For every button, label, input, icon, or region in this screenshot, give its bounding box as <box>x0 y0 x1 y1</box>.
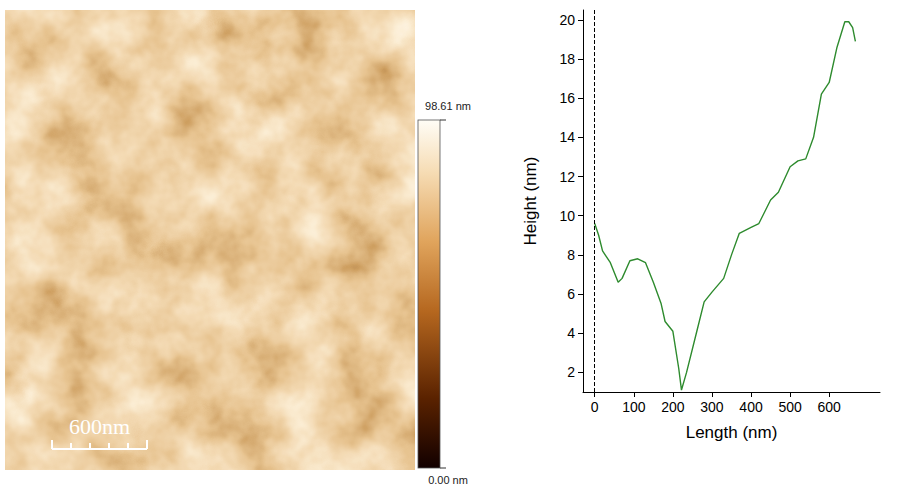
svg-text:0: 0 <box>591 399 599 415</box>
svg-text:8: 8 <box>567 247 575 263</box>
svg-text:2: 2 <box>567 364 575 380</box>
svg-text:200: 200 <box>661 399 685 415</box>
svg-text:14: 14 <box>559 129 575 145</box>
svg-text:Height (nm): Height (nm) <box>521 157 540 246</box>
svg-text:0.00 nm: 0.00 nm <box>428 474 468 486</box>
svg-text:18: 18 <box>559 51 575 67</box>
svg-text:300: 300 <box>700 399 724 415</box>
svg-text:98.61 nm: 98.61 nm <box>425 100 471 112</box>
svg-text:400: 400 <box>739 399 763 415</box>
svg-text:16: 16 <box>559 90 575 106</box>
svg-text:12: 12 <box>559 169 575 185</box>
svg-text:20: 20 <box>559 12 575 28</box>
svg-text:100: 100 <box>622 399 646 415</box>
svg-text:Length (nm): Length (nm) <box>686 423 778 442</box>
svg-text:600nm: 600nm <box>69 414 130 439</box>
svg-text:10: 10 <box>559 208 575 224</box>
svg-text:4: 4 <box>567 325 575 341</box>
svg-text:600: 600 <box>818 399 842 415</box>
svg-text:500: 500 <box>778 399 802 415</box>
svg-text:6: 6 <box>567 286 575 302</box>
